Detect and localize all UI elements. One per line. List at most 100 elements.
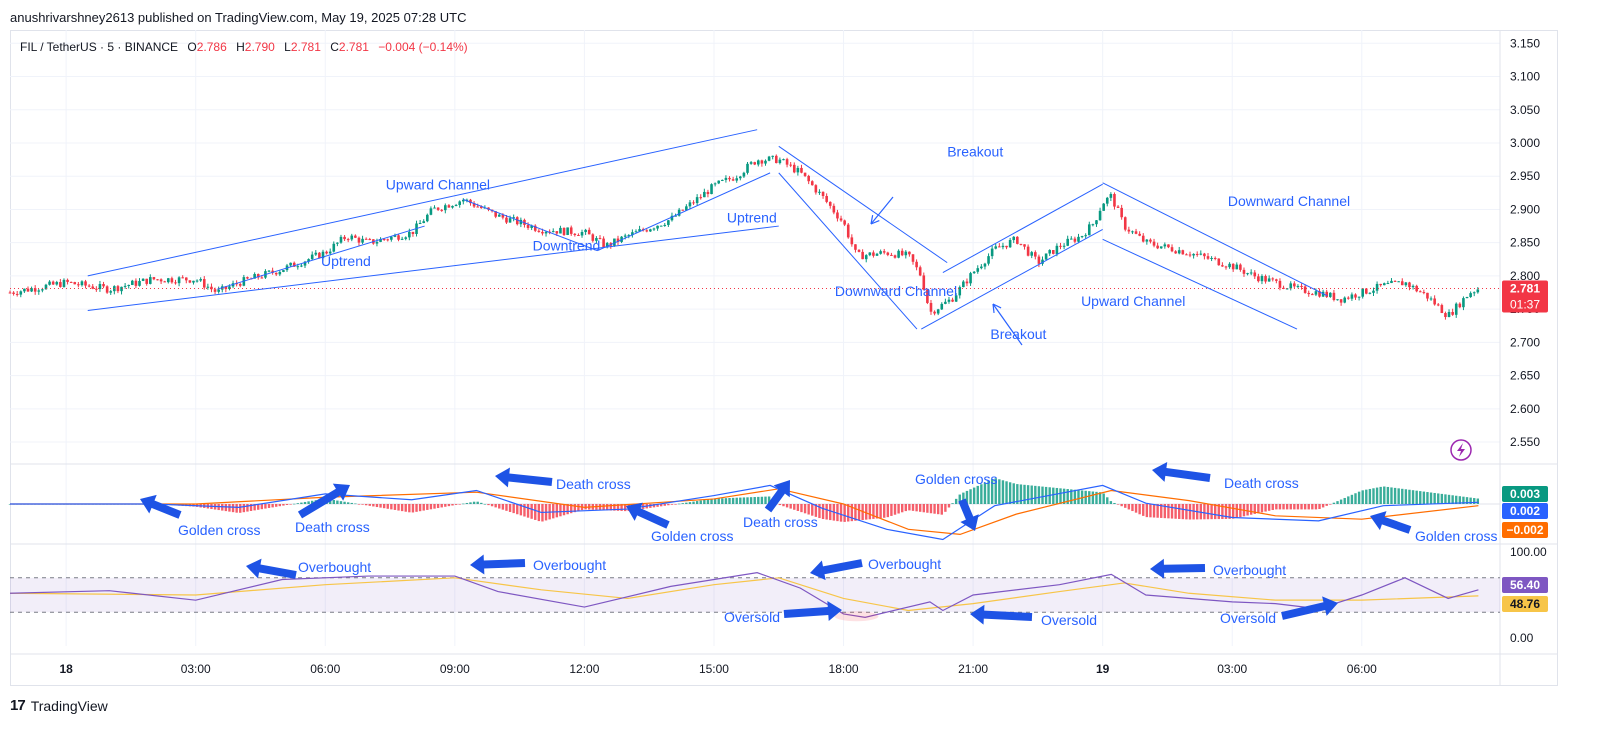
macd-histogram-bar	[969, 489, 972, 504]
annotation-arrow[interactable]	[140, 494, 182, 519]
macd-histogram-bar	[505, 504, 508, 511]
macd-histogram-bar	[1145, 504, 1149, 518]
candle-body	[1034, 252, 1037, 257]
candle-body	[350, 235, 354, 240]
annotation-arrow[interactable]	[958, 498, 979, 531]
candle-body	[591, 234, 595, 241]
annotation-arrow[interactable]	[246, 558, 297, 579]
tradingview-logo-icon[interactable]: 17	[10, 697, 26, 714]
candle-body	[908, 251, 911, 255]
trend-line[interactable]	[217, 225, 425, 290]
breakout-arrow[interactable]	[870, 196, 894, 225]
annotation-label: Downward Channel	[1228, 193, 1350, 209]
macd-histogram-bar	[836, 504, 839, 522]
candle-body	[879, 251, 882, 254]
trend-line[interactable]	[87, 129, 758, 277]
candle-body	[1019, 243, 1023, 245]
trend-line[interactable]	[921, 228, 1103, 330]
macd-histogram-bar	[1408, 489, 1411, 504]
annotation-arrow[interactable]	[495, 467, 553, 488]
macd-histogram-bar	[1271, 504, 1274, 510]
candle-body	[26, 288, 30, 292]
candle-body	[969, 273, 972, 284]
candle-body	[123, 285, 127, 287]
macd-histogram-bar	[1001, 480, 1005, 504]
macd-histogram-bar	[285, 504, 289, 505]
trend-line[interactable]	[778, 145, 948, 264]
annotation-arrow[interactable]	[470, 554, 526, 575]
annotation-label: Breakout	[990, 326, 1046, 342]
footer: 17 TradingView	[10, 697, 108, 714]
annotation-arrow[interactable]	[1281, 596, 1338, 620]
trend-line[interactable]	[87, 225, 779, 311]
candle-body	[444, 205, 447, 211]
candle-body	[1091, 224, 1095, 226]
trend-line[interactable]	[1102, 182, 1328, 297]
macd-histogram-bar	[336, 500, 339, 504]
annotation-arrow[interactable]	[297, 483, 350, 519]
macd-histogram-bar	[494, 504, 497, 508]
macd-histogram-bar	[659, 504, 663, 507]
macd-histogram-bar	[1336, 501, 1339, 504]
candle-body	[587, 229, 591, 235]
candle-body	[681, 209, 685, 211]
candle-body	[1375, 283, 1379, 291]
annotation-arrow[interactable]	[1152, 462, 1211, 482]
annotation-arrow[interactable]	[970, 604, 1033, 625]
breakout-arrow[interactable]	[992, 303, 1023, 346]
candle-body	[55, 282, 59, 285]
annotation-label: Golden cross	[651, 528, 733, 544]
y-tick-label: 2.950	[1510, 169, 1540, 183]
candle-body	[886, 252, 890, 255]
candle-body	[134, 280, 138, 286]
annotation-arrow[interactable]	[783, 600, 842, 621]
macd-histogram-bar	[972, 487, 976, 504]
candle-body	[1357, 296, 1361, 298]
candle-body	[1454, 303, 1458, 315]
trend-line[interactable]	[597, 172, 771, 252]
footer-brand[interactable]: TradingView	[30, 697, 108, 714]
trend-line[interactable]	[1102, 238, 1298, 330]
macd-histogram-bar	[1393, 487, 1397, 504]
candle-body	[972, 271, 976, 274]
annotation-arrow[interactable]	[1370, 511, 1412, 534]
trend-line[interactable]	[463, 199, 598, 252]
annotation-arrow[interactable]	[810, 559, 863, 581]
countdown-badge: 01:37	[1510, 298, 1540, 312]
macd-histogram-bar	[1095, 491, 1098, 504]
candle-body	[875, 253, 879, 256]
candle-body	[192, 280, 195, 283]
candle-body	[839, 218, 843, 221]
candle-body	[1426, 292, 1429, 299]
annotation-label: Oversold	[724, 609, 780, 625]
annotation-arrow[interactable]	[1150, 558, 1206, 579]
legend-symbol[interactable]: FIL / TetherUS · 5 · BINANCE	[20, 40, 179, 54]
macd-histogram-bar	[1314, 504, 1318, 510]
candle-body	[605, 243, 609, 248]
candle-body	[91, 286, 95, 289]
annotation-label: Golden cross	[178, 522, 260, 538]
x-tick-label: 12:00	[569, 662, 599, 676]
trend-line[interactable]	[942, 183, 1103, 274]
lightning-icon[interactable]	[1450, 439, 1472, 461]
candle-body	[1073, 238, 1077, 242]
candle-body	[739, 176, 742, 179]
macd-histogram-bar	[911, 504, 915, 511]
candle-body	[429, 208, 433, 215]
candle-body	[1440, 305, 1444, 314]
annotation-label: Oversold	[1041, 612, 1097, 628]
trend-line[interactable]	[778, 172, 918, 330]
candle-body	[1372, 290, 1375, 293]
candle-body	[1350, 294, 1354, 299]
candle-body	[1210, 257, 1213, 259]
candle-body	[397, 235, 400, 240]
macd-histogram-bar	[1296, 504, 1300, 510]
annotation-arrow[interactable]	[626, 502, 670, 529]
candle-body	[990, 248, 994, 257]
candle-body	[1239, 264, 1242, 270]
annotation-arrow[interactable]	[764, 480, 790, 513]
candle-body	[48, 281, 51, 285]
candle-body	[282, 270, 285, 272]
candle-body	[1300, 285, 1303, 287]
